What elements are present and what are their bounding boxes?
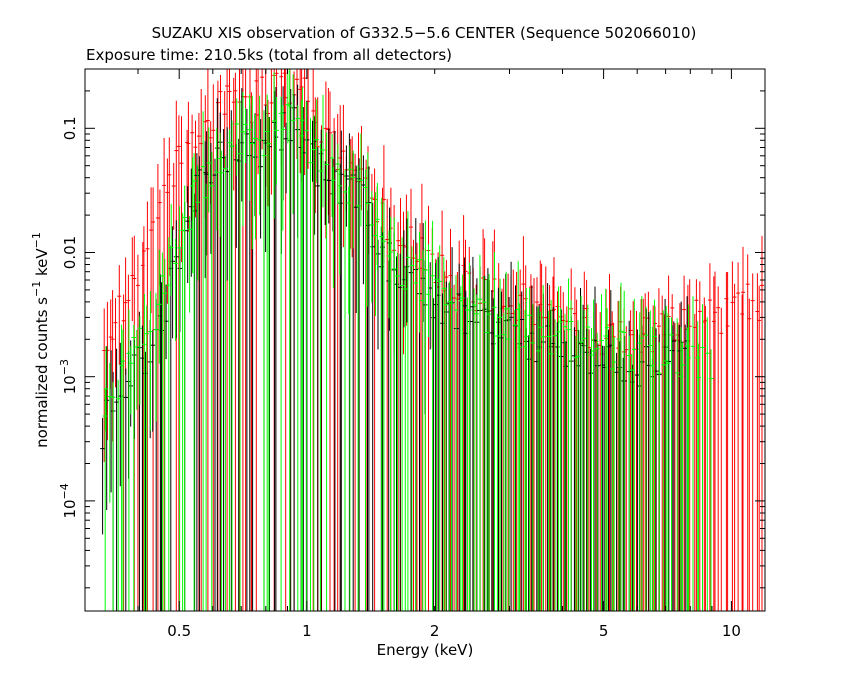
y-tick-label: 0.1: [61, 116, 79, 140]
y-tick-label-base: 10: [61, 499, 79, 518]
y-tick-label: 10−3: [58, 359, 79, 394]
chart-title: SUZAKU XIS observation of G332.5−5.6 CEN…: [152, 24, 697, 42]
y-axis-label: normalized counts s−1 keV−1: [30, 232, 51, 448]
plot-frame: [84, 68, 766, 612]
series-2: [102, 69, 714, 611]
y-tick-label: 10−4: [58, 483, 79, 518]
x-tick-label: 2: [430, 622, 440, 640]
x-tick-label: 10: [722, 622, 741, 640]
x-axis-label: Energy (keV): [377, 641, 474, 659]
x-tick-label: 5: [599, 622, 609, 640]
y-tick-label: 0.01: [61, 236, 79, 269]
y-tick-label-exp: −4: [58, 483, 71, 499]
y-axis-label-mid: keV: [33, 248, 51, 281]
y-axis-label-main: normalized counts s: [33, 297, 51, 448]
plot-area: [100, 69, 764, 611]
y-axis-label-sup2: −1: [30, 232, 43, 248]
chart-subtitle: Exposure time: 210.5ks (total from all d…: [86, 46, 452, 64]
y-tick-label-exp: −3: [58, 359, 71, 375]
x-tick-label: 1: [302, 622, 312, 640]
y-tick-label-base: 10: [61, 375, 79, 394]
x-tick-label: 0.5: [167, 622, 191, 640]
y-axis-label-sup1: −1: [30, 281, 43, 297]
